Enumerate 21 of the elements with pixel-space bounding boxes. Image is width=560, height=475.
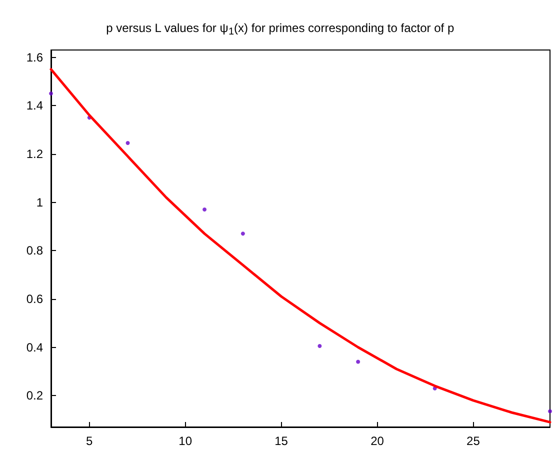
point [126,141,130,146]
y-tick-label: 1.2 [26,146,44,161]
y-tick-label: 1.6 [26,50,44,64]
x-tick-label: 5 [86,434,94,448]
x-tick-label: 10 [178,434,192,448]
y-tick-label: 0.4 [26,340,44,354]
x-tick-label: 20 [370,434,384,448]
point [356,360,360,364]
point [202,208,207,212]
point [548,409,552,414]
line-series [50,68,552,424]
y-tick-label: 0.2 [26,388,44,403]
point [318,344,322,348]
x-tick-label: 15 [274,434,288,448]
y-tick-label: 1.4 [26,98,44,113]
y-tick-label: 0.6 [26,292,44,306]
point [240,232,245,236]
x-tick-label: 25 [466,434,480,448]
y-tick-label: 0.8 [26,244,44,258]
y-tick-label: 1 [36,195,44,210]
point [49,92,53,96]
